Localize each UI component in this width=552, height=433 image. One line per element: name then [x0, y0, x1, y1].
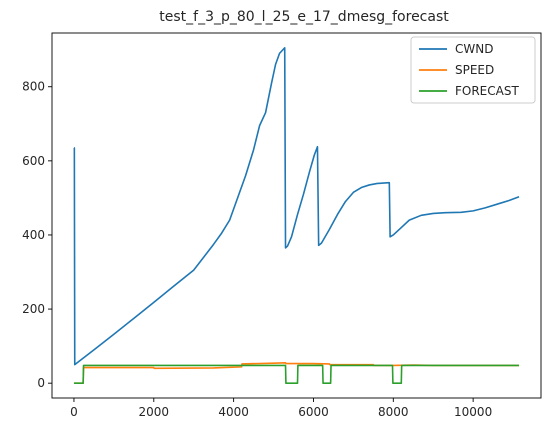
axes-frame: [51, 32, 542, 399]
y-tick-label: 400: [22, 228, 45, 242]
y-tick-label: 200: [22, 302, 45, 316]
x-tick-label: 4000: [218, 405, 249, 419]
legend-box: [410, 36, 536, 104]
legend: CWND SPEED FORECAST: [410, 36, 536, 104]
legend-label-speed: SPEED: [455, 63, 494, 77]
series-line-cwnd: [73, 47, 520, 366]
legend-label-forecast: FORECAST: [455, 84, 519, 98]
chart-title: test_f_3_p_80_l_25_e_17_dmesg_forecast: [159, 9, 449, 25]
y-tick-label: 800: [22, 80, 45, 94]
plot-area: [73, 47, 520, 384]
x-tick-label: 8000: [378, 405, 409, 419]
x-tick-label: 10000: [454, 405, 492, 419]
axes: 0 2000 4000 6000 8000 10000 0 200 400 600 800: [22, 32, 542, 419]
series-line-forecast: [73, 364, 520, 384]
legend-label-cwnd: CWND: [455, 42, 493, 56]
x-tick-label: 2000: [139, 405, 170, 419]
x-tick-label: 0: [70, 405, 78, 419]
x-tick-label: 6000: [298, 405, 329, 419]
y-tick-label: 0: [37, 376, 45, 390]
y-tick-label: 600: [22, 154, 45, 168]
